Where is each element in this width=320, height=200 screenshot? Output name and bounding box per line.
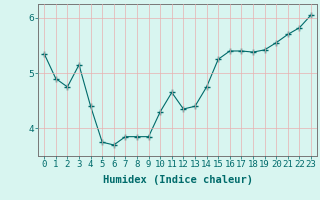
- X-axis label: Humidex (Indice chaleur): Humidex (Indice chaleur): [103, 175, 252, 185]
